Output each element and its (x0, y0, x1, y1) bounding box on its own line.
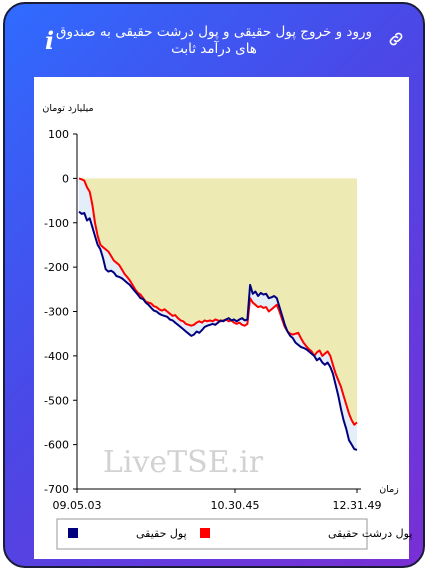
legend-item-real-money-label: پول حقیقی (136, 527, 187, 540)
area-fill (79, 178, 357, 425)
y-tick-label: -400 (44, 350, 69, 363)
y-tick-label: -200 (44, 261, 69, 274)
y-tick-label: -100 (44, 217, 69, 230)
series-line-real-money (78, 210, 358, 451)
y-tick-label: 0 (62, 172, 69, 185)
legend-item-big-real-money-swatch (200, 528, 210, 538)
chart-title: ورود و خروج پول حقیقی و پول درشت حقیقی ب… (56, 24, 372, 57)
x-tick-label: 10.30.45 (211, 499, 260, 512)
y-tick-label: -500 (44, 394, 69, 407)
legend-item-real-money-swatch (68, 528, 78, 538)
x-axis-label: زمان (379, 484, 399, 495)
info-icon[interactable]: i (45, 26, 55, 55)
series-line-big-real-money (78, 177, 358, 426)
y-axis-label: میلیارد تومان (42, 103, 93, 114)
card-header: i ورود و خروج پول حقیقی و پول درشت حقیقی… (5, 4, 423, 76)
x-tick-label: 09.05.03 (53, 499, 102, 512)
y-tick-label: -300 (44, 306, 69, 319)
y-tick-label: -700 (44, 483, 69, 496)
y-tick-label: -600 (44, 439, 69, 452)
x-tick-label: 12.31.49 (333, 499, 382, 512)
legend-item-big-real-money-label: پول درشت حقیقی (328, 527, 412, 540)
link-icon[interactable] (387, 30, 405, 48)
watermark: LiveTSE.ir (103, 445, 264, 480)
legend-box (56, 518, 368, 550)
y-tick-label: 100 (48, 128, 69, 141)
